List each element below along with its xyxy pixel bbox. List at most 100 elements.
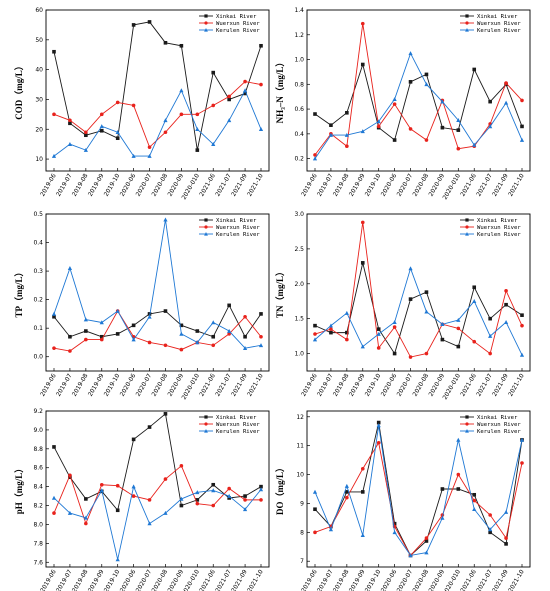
data-point: [440, 99, 445, 104]
data-point: [84, 337, 88, 342]
data-point: [259, 498, 263, 502]
data-point: [456, 317, 461, 322]
data-point: [345, 495, 349, 500]
y-tick-label: 8.4: [33, 484, 43, 491]
data-point: [313, 530, 317, 535]
y-tick-label: 7.8: [33, 540, 43, 547]
y-tick-label: 0.4: [294, 131, 304, 138]
data-point: [163, 130, 168, 135]
data-point: [211, 488, 216, 493]
series-line: [53, 21, 262, 151]
data-point: [440, 515, 445, 520]
data-point: [115, 136, 120, 141]
series-line: [314, 267, 523, 356]
y-tick-label: 20: [35, 126, 43, 133]
legend-label: Xinkai River: [477, 218, 518, 224]
y-tick-label: 60: [35, 7, 43, 14]
data-point: [440, 337, 445, 342]
data-point: [392, 521, 397, 526]
data-point: [68, 473, 72, 478]
data-point: [313, 323, 317, 328]
plot-frame: [45, 213, 270, 372]
data-point: [195, 112, 200, 117]
legend-marker: [465, 21, 469, 25]
data-point: [313, 153, 317, 157]
legend-label: Kerulen River: [216, 429, 260, 435]
data-point: [131, 103, 136, 108]
data-point: [179, 331, 184, 336]
data-point: [408, 553, 413, 558]
data-point: [99, 124, 104, 129]
plot-frame: [306, 9, 531, 172]
data-point: [488, 99, 492, 104]
data-point: [344, 132, 349, 137]
y-tick-label: 0.6: [294, 106, 304, 113]
data-point: [211, 482, 216, 487]
x-tick-label: 2020-09: [428, 568, 447, 591]
data-point: [360, 466, 365, 471]
chart-panel-cod: 1020304050602019-062019-072019-082019-09…: [14, 7, 270, 201]
x-tick-label: 2021-10: [246, 372, 265, 397]
data-point: [99, 112, 104, 117]
data-point: [360, 490, 365, 494]
data-point: [99, 482, 104, 487]
x-tick-label: 2021-09: [491, 568, 510, 591]
data-point: [67, 266, 73, 271]
data-point: [472, 67, 477, 72]
data-point: [163, 477, 168, 481]
data-point: [211, 141, 216, 146]
data-point: [211, 320, 216, 325]
x-tick-label: 2020-07: [135, 568, 154, 591]
data-point: [408, 297, 413, 301]
data-point: [424, 539, 429, 543]
data-point: [345, 337, 349, 342]
data-point: [440, 487, 445, 491]
data-point: [488, 316, 492, 321]
y-tick-label: 9: [300, 500, 304, 507]
legend-marker: [465, 429, 469, 433]
data-point: [99, 320, 104, 325]
data-point: [115, 308, 120, 313]
data-point: [163, 217, 168, 222]
data-point: [52, 314, 56, 319]
y-tick-label: 7.6: [33, 559, 43, 566]
x-tick-label: 2019-10: [103, 568, 122, 591]
data-point: [243, 498, 247, 502]
data-point: [424, 72, 429, 77]
y-tick-label: 1.5: [294, 316, 304, 323]
data-point: [488, 333, 493, 338]
data-point: [227, 303, 231, 308]
data-point: [456, 128, 461, 132]
data-point: [131, 323, 136, 328]
y-tick-label: 1.2: [294, 32, 304, 39]
data-point: [258, 127, 264, 132]
data-point: [242, 507, 248, 512]
data-point: [360, 344, 365, 349]
series-line: [314, 52, 523, 159]
chart-panel-nh3n: 0.20.40.60.81.01.21.42019-062019-072019-…: [275, 7, 531, 201]
data-point: [456, 326, 461, 331]
data-point: [227, 332, 231, 336]
data-point: [68, 349, 72, 353]
data-point: [131, 484, 136, 489]
y-tick-label: 10: [296, 472, 304, 479]
data-point: [488, 530, 492, 535]
data-point: [84, 521, 88, 526]
data-point: [147, 153, 152, 158]
series-line: [53, 304, 262, 338]
data-point: [259, 312, 263, 316]
data-point: [345, 330, 349, 335]
series-line: [53, 310, 262, 352]
data-point: [147, 498, 152, 502]
data-point: [519, 437, 525, 442]
y-tick-label: 8.0: [33, 521, 43, 528]
legend-marker: [465, 14, 469, 18]
x-tick-label: 2019-07: [55, 568, 74, 591]
data-point: [52, 112, 56, 117]
data-point: [488, 124, 493, 129]
data-point: [68, 121, 72, 126]
data-point: [258, 343, 264, 348]
y-tick-label: 0.3: [33, 268, 43, 275]
data-point: [131, 494, 136, 498]
